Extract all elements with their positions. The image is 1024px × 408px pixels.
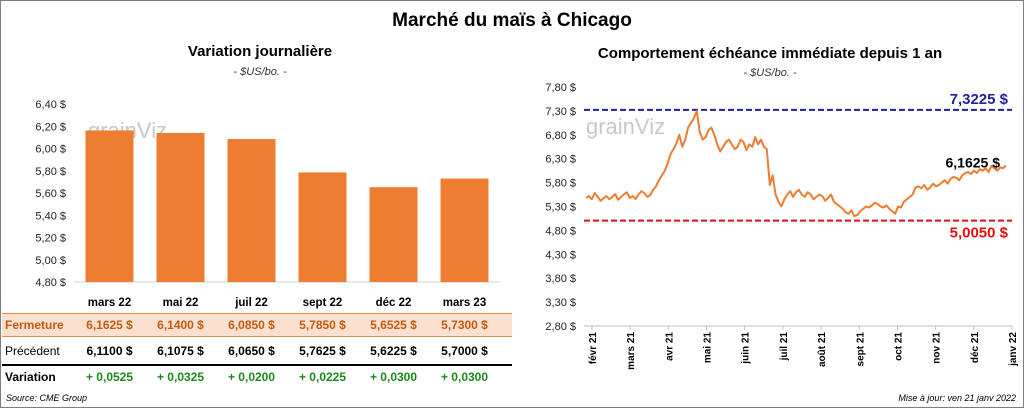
- bar-chart: 4,80 $ 5,00 $ 5,20 $ 5,40 $ 5,60 $ 5,80 $ 6,00…: [35, 99, 500, 309]
- table-cell: 5,6225 $: [370, 344, 417, 358]
- line-x-tick: mai 21: [703, 332, 714, 364]
- table-cell: 5,7300 $: [441, 318, 488, 332]
- main-title: Marché du maïs à Chicago: [392, 10, 632, 31]
- table-cell: 6,0650 $: [228, 344, 275, 358]
- line-chart: 2,80 $ 3,30 $ 3,80 $ 4,30 $ 4,80 $ 5,30 $ 5,80…: [545, 82, 1019, 370]
- table-cell: 5,7625 $: [299, 344, 346, 358]
- bar-x-label: mars 23: [443, 297, 486, 309]
- table-row-label: Précédent: [5, 344, 60, 358]
- line-y-tick: 4,30 $: [545, 249, 576, 261]
- table-row-label: Variation: [5, 370, 56, 384]
- table-row-label: Fermeture: [5, 318, 64, 332]
- line-x-tick: nov 21: [932, 332, 943, 364]
- line-y-tick: 6,80 $: [545, 130, 576, 142]
- line-y-tick: 2,80 $: [545, 321, 576, 333]
- bar-y-tick: 4,80 $: [35, 277, 66, 289]
- line-x-tick: avr 21: [664, 332, 675, 361]
- line-x-tick: janv 22: [1008, 332, 1019, 367]
- line-x-tick: oct 21: [893, 332, 904, 361]
- bar-y-tick: 5,00 $: [35, 255, 66, 267]
- line-y-tick: 3,80 $: [545, 273, 576, 285]
- low-label: 5,0050 $: [950, 225, 1009, 242]
- bar-y-tick: 6,20 $: [35, 121, 66, 133]
- bar-y-tick: 6,00 $: [35, 144, 66, 156]
- table-cell: 5,7850 $: [299, 318, 346, 332]
- line-y-tick: 6,30 $: [545, 154, 576, 166]
- bar: [369, 187, 418, 282]
- table-cell: + 0,0225: [298, 370, 347, 384]
- line-y-tick: 7,30 $: [545, 106, 576, 118]
- line-y-tick: 5,30 $: [545, 202, 576, 214]
- update-note: Mise à jour: ven 21 janv 2022: [898, 393, 1016, 403]
- bar-y-tick: 6,40 $: [35, 99, 66, 111]
- watermark: grainViz: [586, 114, 665, 139]
- line-x-tick: juin 21: [741, 332, 752, 365]
- bar-y-tick: 5,60 $: [35, 188, 66, 200]
- line-x-tick: déc 21: [970, 332, 981, 364]
- bar-x-label: sept 22: [303, 297, 343, 309]
- source-note: Source: CME Group: [6, 393, 88, 403]
- table-cell: + 0,0525: [85, 370, 134, 384]
- line-x-tick: mars 21: [626, 332, 637, 370]
- bar: [156, 132, 205, 282]
- line-y-tick: 5,80 $: [545, 178, 576, 190]
- line-x-tick: sept 21: [855, 332, 866, 367]
- table-cell: + 0,0300: [369, 370, 418, 384]
- bar-x-label: juil 22: [234, 297, 268, 309]
- bar: [85, 130, 134, 282]
- line-x-tick: août 21: [817, 332, 828, 367]
- bar-y-tick: 5,80 $: [35, 166, 66, 178]
- bar-chart-title: Variation journalière: [187, 43, 333, 60]
- table-cell: 5,6525 $: [370, 318, 417, 332]
- bar: [227, 139, 276, 282]
- close-row-background: [2, 313, 512, 337]
- table-cell: 6,1625 $: [86, 318, 133, 332]
- line-y-tick: 4,80 $: [545, 225, 576, 237]
- table-cell: + 0,0300: [440, 370, 489, 384]
- high-label: 7,3225 $: [950, 91, 1009, 108]
- bar-chart-subtitle: - $US/bo. -: [233, 66, 287, 78]
- table-cell: + 0,0325: [156, 370, 205, 384]
- bar-y-tick: 5,20 $: [35, 233, 66, 245]
- table-cell: 6,1100 $: [86, 344, 133, 358]
- bar-y-tick: 5,40 $: [35, 210, 66, 222]
- bar: [298, 172, 347, 282]
- table-cell: + 0,0200: [227, 370, 276, 384]
- table-cell: 6,1075 $: [157, 344, 204, 358]
- bar-x-label: mai 22: [163, 297, 199, 309]
- line-x-tick: juil 21: [779, 332, 790, 362]
- line-y-tick: 7,80 $: [545, 82, 576, 94]
- line-x-tick: févr 21: [588, 332, 599, 365]
- table-cell: 6,1400 $: [157, 318, 204, 332]
- current-label: 6,1625 $: [946, 154, 1001, 170]
- bar-x-label: mars 22: [88, 297, 131, 309]
- bar: [440, 178, 489, 282]
- price-series-line: [585, 109, 1007, 218]
- table-cell: 5,7000 $: [441, 344, 488, 358]
- table-cell: 6,0850 $: [228, 318, 275, 332]
- bar-x-label: déc 22: [376, 297, 412, 309]
- line-chart-subtitle: - $US/bo. -: [743, 67, 797, 79]
- line-chart-title: Comportement échéance immédiate depuis 1…: [597, 45, 943, 62]
- table-divider: [2, 364, 512, 366]
- line-y-tick: 3,30 $: [545, 297, 576, 309]
